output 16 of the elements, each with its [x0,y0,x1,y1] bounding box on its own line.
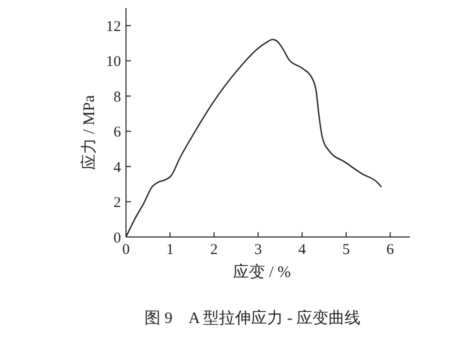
y-tick-label: 10 [106,54,121,70]
y-tick-label: 8 [114,89,121,106]
x-tick-label: 4 [298,242,306,258]
x-tick-label: 2 [210,242,218,258]
x-tick-label: 5 [342,242,350,258]
x-tick-label: 1 [166,242,174,258]
x-tick-label: 3 [254,242,262,258]
y-tick-label: 0 [114,230,121,246]
y-tick-label: 4 [114,160,122,176]
y-tick-label: 2 [114,195,121,212]
y-tick-label: 12 [106,18,121,35]
y-axis-title: 应力 / MPa [80,95,98,170]
y-tick-label: 6 [114,124,122,141]
x-tick-label: 6 [386,242,394,258]
caption: 图 9 A 型拉伸应力 - 应变曲线 [144,309,360,327]
x-axis-title: 应变 / % [233,263,291,281]
